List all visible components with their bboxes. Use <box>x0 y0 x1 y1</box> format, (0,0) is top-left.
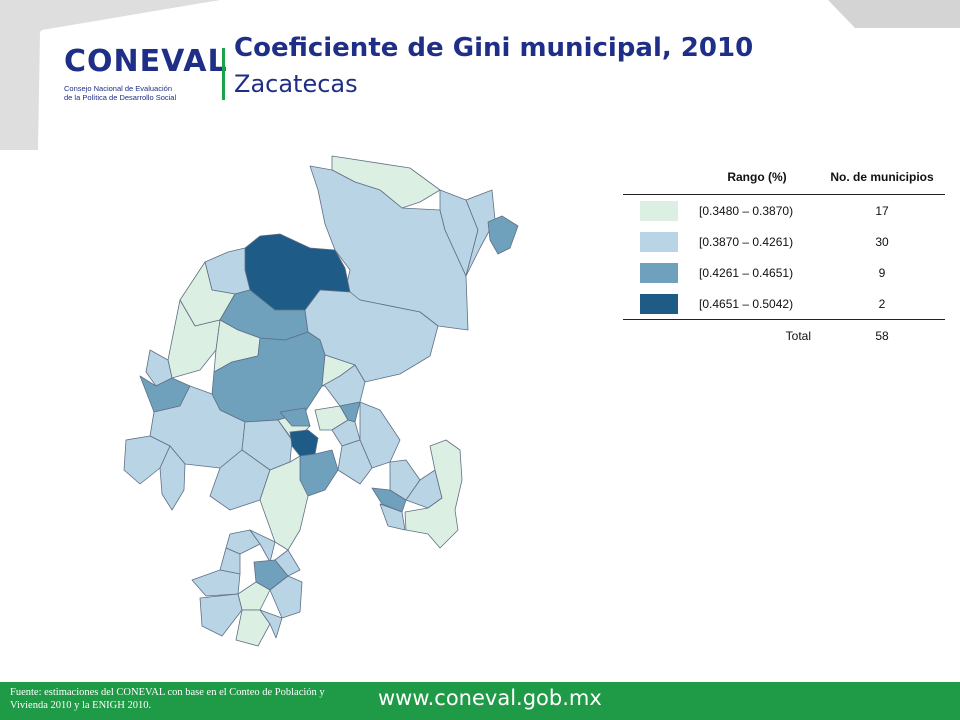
legend-swatch <box>640 262 678 283</box>
map-region <box>199 593 243 637</box>
corner-decoration-left-fill <box>0 0 220 150</box>
legend-swatch <box>640 200 678 221</box>
legend-count: 30 <box>875 234 889 249</box>
header-decoration <box>0 0 960 150</box>
zacatecas-map <box>123 155 519 647</box>
map-region <box>404 439 463 549</box>
map-region <box>204 247 251 295</box>
map-region <box>289 429 319 457</box>
map-region <box>299 449 339 497</box>
legend-range: [0.4261 – 0.4651) <box>699 265 794 280</box>
footer-bar: Fuente: estimaciones del CONEVAL con bas… <box>0 682 960 720</box>
footer-url-link[interactable]: www.coneval.gob.mx <box>378 686 602 710</box>
legend-swatch <box>640 293 678 314</box>
map-region <box>191 569 241 597</box>
map-region <box>371 487 407 513</box>
legend-total-row: Total 58 <box>623 319 945 351</box>
corner-decoration-right <box>828 0 960 28</box>
legend-table: Rango (%) No. de municipios [0.3480 – 0.… <box>623 160 945 351</box>
logo-subtitle-line1: Consejo Nacional de Evaluación <box>64 84 172 93</box>
legend-col-count: No. de municipios <box>819 160 945 195</box>
legend-swatch <box>640 231 678 252</box>
page-title: Coeficiente de Gini municipal, 2010 <box>234 33 754 63</box>
map-region <box>159 445 186 511</box>
logo-wordmark: CONEVAL <box>64 44 228 79</box>
legend-row: [0.3480 – 0.3870) 17 <box>623 195 945 227</box>
logo-subtitle: Consejo Nacional de Evaluación de la Pol… <box>64 84 214 102</box>
title-divider <box>222 48 225 100</box>
legend-range: [0.3870 – 0.4261) <box>699 234 794 249</box>
legend-count: 17 <box>875 203 889 218</box>
map-region <box>465 189 496 277</box>
legend-count: 2 <box>878 296 886 311</box>
map-region <box>337 439 373 485</box>
legend-row: [0.4651 – 0.5042) 2 <box>623 288 945 320</box>
legend-range: [0.3480 – 0.3870) <box>699 203 794 218</box>
map-region <box>379 503 406 531</box>
page-subtitle: Zacatecas <box>234 70 358 98</box>
legend-total-count: 58 <box>819 319 945 351</box>
map-region <box>259 609 283 639</box>
legend-col-range: Rango (%) <box>695 160 819 195</box>
coneval-logo: CONEVAL Consejo Nacional de Evaluación d… <box>58 44 227 110</box>
map-region <box>235 609 271 647</box>
legend-total-label: Total <box>695 319 819 351</box>
footer-source: Fuente: estimaciones del CONEVAL con bas… <box>10 687 325 711</box>
legend-count: 9 <box>878 265 886 280</box>
map-region <box>279 407 311 427</box>
map-region <box>269 575 303 619</box>
map-region <box>487 215 519 255</box>
legend-row: [0.3870 – 0.4261) 30 <box>623 226 945 257</box>
legend-row: [0.4261 – 0.4651) 9 <box>623 257 945 288</box>
map-region <box>259 455 309 551</box>
legend-range: [0.4651 – 0.5042) <box>699 296 794 311</box>
map-region <box>321 354 356 387</box>
logo-subtitle-line2: de la Política de Desarrollo Social <box>64 93 177 102</box>
legend-header-row: Rango (%) No. de municipios <box>623 160 945 195</box>
map-region <box>225 529 261 555</box>
